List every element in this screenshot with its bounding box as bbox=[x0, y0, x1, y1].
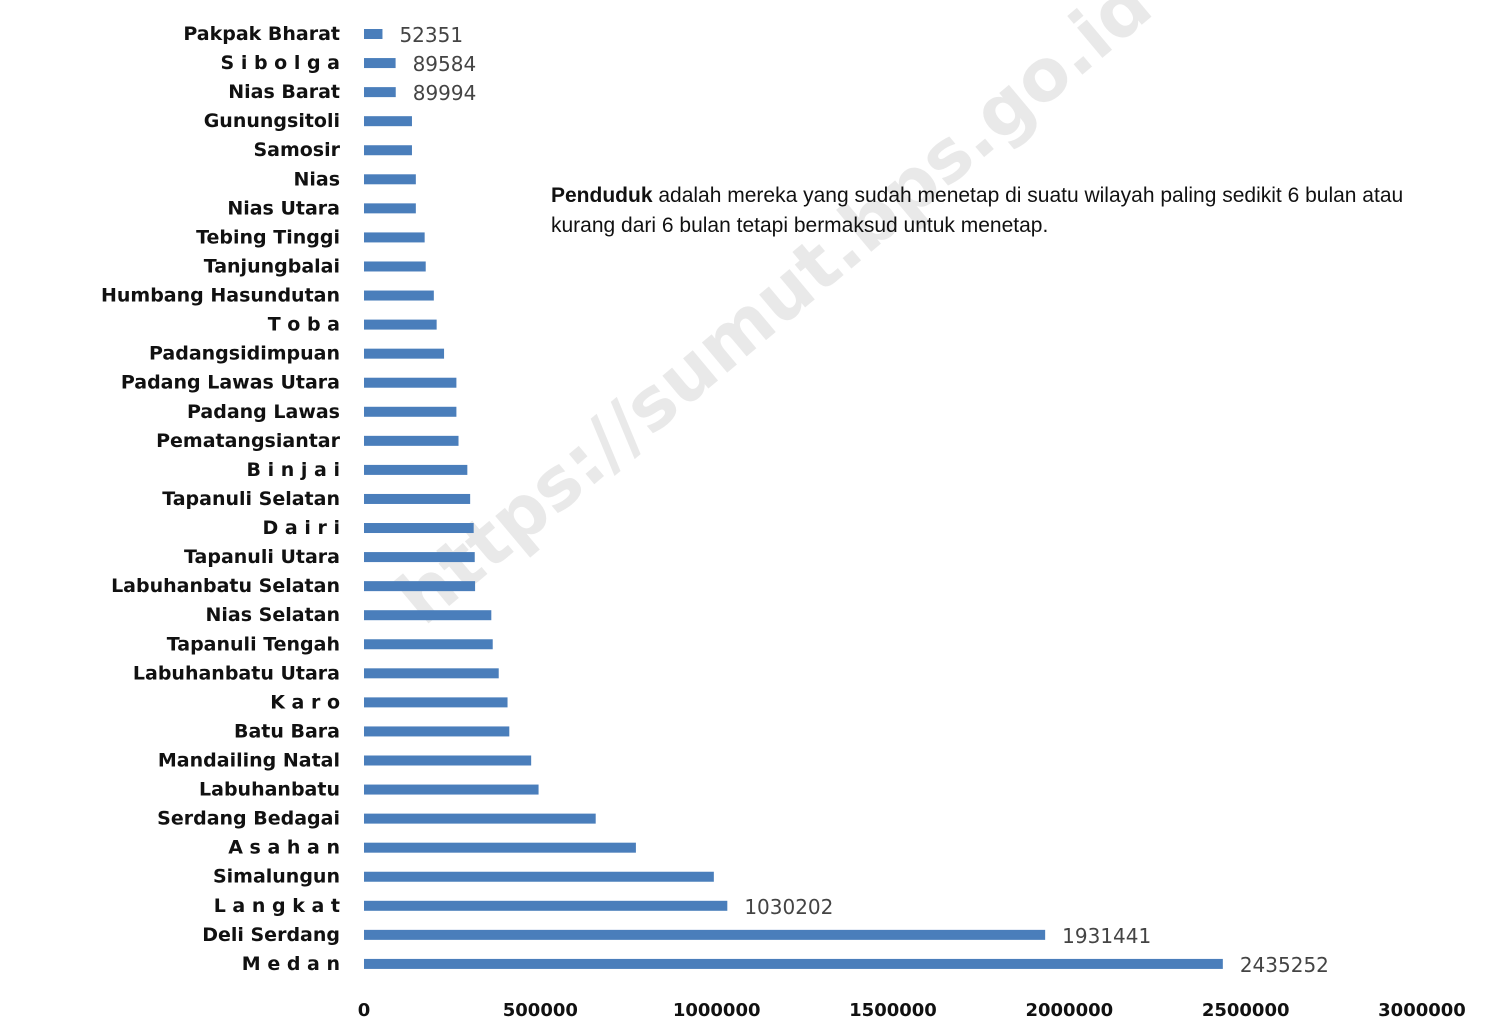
bar bbox=[364, 29, 383, 39]
bar bbox=[364, 755, 532, 766]
x-tick-label: 1500000 bbox=[849, 1000, 937, 1021]
bar bbox=[364, 116, 412, 127]
bar bbox=[364, 784, 539, 795]
category-label: T o b a bbox=[268, 314, 340, 336]
bar bbox=[364, 261, 426, 272]
category-label: M e d a n bbox=[242, 953, 340, 975]
bar bbox=[364, 493, 471, 504]
category-label: Tebing Tinggi bbox=[196, 226, 340, 248]
bar bbox=[364, 377, 457, 388]
category-label: Humbang Hasundutan bbox=[101, 285, 340, 307]
bar bbox=[364, 174, 416, 185]
data-label: 1931441 bbox=[1062, 924, 1151, 948]
bar bbox=[364, 668, 499, 679]
x-tick-label: 1000000 bbox=[673, 1000, 761, 1021]
bar bbox=[364, 552, 475, 563]
bar bbox=[364, 842, 636, 853]
bar bbox=[364, 697, 508, 708]
x-tick-label: 2500000 bbox=[1202, 1000, 1290, 1021]
category-label: Nias bbox=[293, 168, 340, 190]
data-label: 52351 bbox=[399, 23, 463, 47]
category-label: Labuhanbatu bbox=[199, 779, 340, 801]
data-label: 89584 bbox=[413, 52, 477, 76]
category-label: A s a h a n bbox=[228, 837, 340, 859]
category-label: Tapanuli Selatan bbox=[162, 488, 340, 510]
bar bbox=[364, 290, 434, 301]
x-tick-label: 2000000 bbox=[1025, 1000, 1113, 1021]
bar bbox=[364, 610, 492, 621]
bar bbox=[364, 900, 728, 911]
category-label: Simalungun bbox=[213, 866, 340, 888]
category-label: Padang Lawas Utara bbox=[121, 372, 340, 394]
bar bbox=[364, 435, 459, 446]
category-label: K a r o bbox=[270, 691, 340, 713]
category-label: Nias Barat bbox=[228, 81, 340, 103]
definition-note: Penduduk adalah mereka yang sudah meneta… bbox=[551, 181, 1451, 241]
category-label: Mandailing Natal bbox=[158, 750, 340, 772]
bar bbox=[364, 145, 412, 156]
category-label: Deli Serdang bbox=[202, 924, 340, 946]
category-label: Labuhanbatu Utara bbox=[133, 662, 340, 684]
bar bbox=[364, 87, 396, 98]
category-label: Gunungsitoli bbox=[204, 110, 340, 132]
data-label: 89994 bbox=[413, 81, 477, 105]
bar bbox=[364, 232, 425, 243]
data-label: 2435252 bbox=[1240, 953, 1329, 977]
bar bbox=[364, 958, 1223, 969]
category-label: D a i r i bbox=[263, 517, 340, 539]
category-label: S i b o l g a bbox=[221, 52, 340, 74]
bar bbox=[364, 813, 596, 824]
bar bbox=[364, 464, 468, 475]
bar bbox=[364, 319, 437, 330]
bar bbox=[364, 58, 396, 69]
bar bbox=[364, 523, 474, 534]
note-bold-term: Penduduk bbox=[551, 184, 653, 207]
x-tick-label: 500000 bbox=[503, 1000, 578, 1021]
note-text: adalah mereka yang sudah menetap di suat… bbox=[551, 184, 1404, 237]
category-label: Padang Lawas bbox=[187, 401, 340, 423]
bar bbox=[364, 929, 1046, 940]
bar bbox=[364, 639, 493, 650]
category-label: Samosir bbox=[253, 139, 340, 161]
bar bbox=[364, 406, 457, 417]
watermark-text: https://sumut.bps.go.id bbox=[381, 0, 1167, 640]
category-label: B i n j a i bbox=[247, 459, 340, 481]
category-label: Padangsidimpuan bbox=[149, 343, 340, 365]
category-label: Nias Selatan bbox=[206, 604, 341, 626]
category-label: Nias Utara bbox=[227, 197, 340, 219]
bar bbox=[364, 203, 416, 214]
category-label: Tapanuli Utara bbox=[184, 546, 340, 568]
category-label: L a n g k a t bbox=[214, 895, 340, 917]
category-label: Pematangsiantar bbox=[156, 430, 341, 452]
category-label: Batu Bara bbox=[234, 720, 340, 742]
data-label: 1030202 bbox=[744, 895, 833, 919]
category-label: Tanjungbalai bbox=[204, 255, 340, 277]
bar bbox=[364, 871, 714, 882]
x-tick-label: 3000000 bbox=[1378, 1000, 1466, 1021]
category-label: Tapanuli Tengah bbox=[167, 633, 340, 655]
category-label: Serdang Bedagai bbox=[157, 808, 340, 830]
x-tick-label: 0 bbox=[358, 1000, 371, 1021]
bar bbox=[364, 581, 476, 592]
category-label: Pakpak Bharat bbox=[183, 23, 340, 45]
category-label: Labuhanbatu Selatan bbox=[111, 575, 340, 597]
bar bbox=[364, 348, 445, 359]
bar bbox=[364, 726, 510, 737]
